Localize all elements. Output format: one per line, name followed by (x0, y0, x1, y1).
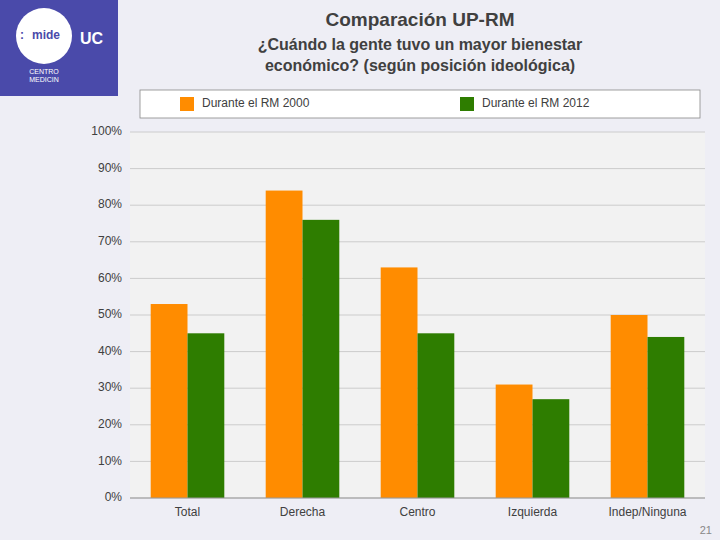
chart: : mide CENTROMEDICIN UC 21 Comparación UP-RM ¿… (0, 0, 720, 540)
x-tick-label: Centro (399, 505, 435, 519)
x-tick-label: Total (175, 505, 200, 519)
bar (188, 333, 225, 498)
y-tick-label: 40% (98, 344, 122, 358)
bar (381, 267, 418, 498)
grid-line (130, 205, 705, 206)
grid-line (130, 498, 705, 499)
bar (151, 304, 188, 498)
logo-caption: CENTROMEDICIN (29, 68, 59, 83)
legend-swatch (460, 97, 474, 111)
y-tick-label: 60% (98, 271, 122, 285)
y-tick-label: 100% (91, 124, 122, 138)
x-tick-label: Indep/Ninguna (608, 505, 686, 519)
y-tick-label: 10% (98, 454, 122, 468)
grid-line (130, 241, 705, 242)
logo-background (0, 0, 118, 96)
y-tick-label: 90% (98, 161, 122, 175)
legend: Durante el RM 2000 Durante el RM 2012 (140, 90, 700, 118)
bar (533, 399, 570, 498)
bar (418, 333, 455, 498)
legend-swatch (180, 97, 194, 111)
bar (496, 385, 533, 498)
logo: : mide CENTROMEDICIN UC (0, 0, 118, 96)
x-tick-label: Derecha (280, 505, 326, 519)
legend-label: Durante el RM 2012 (482, 96, 590, 110)
y-tick-label: 80% (98, 197, 122, 211)
y-tick-label: 50% (98, 307, 122, 321)
page-number: 21 (700, 524, 712, 536)
bar (303, 220, 340, 498)
subtitle: ¿Cuándo la gente tuvo un mayor bienestar (258, 36, 583, 53)
legend-label: Durante el RM 2000 (202, 96, 310, 110)
logo-uc: UC (80, 30, 104, 47)
bar (266, 191, 303, 498)
logo-caption-line: MEDICIN (29, 76, 59, 83)
grid (130, 132, 705, 498)
logo-mide: mide (32, 28, 60, 42)
grid-line (130, 168, 705, 169)
logo-circle (16, 8, 72, 64)
y-tick-label: 0% (105, 490, 123, 504)
logo-caption-line: CENTRO (29, 68, 59, 75)
bars (151, 191, 685, 498)
x-axis-line (130, 498, 705, 499)
subtitle: económico? (según posición ideológica) (265, 57, 575, 74)
y-tick-label: 30% (98, 380, 122, 394)
y-tick-label: 70% (98, 234, 122, 248)
legend-box (140, 90, 700, 118)
bar (648, 337, 685, 498)
plot-background (130, 132, 705, 498)
logo-dots: : (20, 28, 24, 42)
title: Comparación UP-RM (326, 9, 515, 30)
y-tick-label: 20% (98, 417, 122, 431)
grid-line (130, 132, 705, 133)
x-tick-label: Izquierda (508, 505, 558, 519)
bar (611, 315, 648, 498)
